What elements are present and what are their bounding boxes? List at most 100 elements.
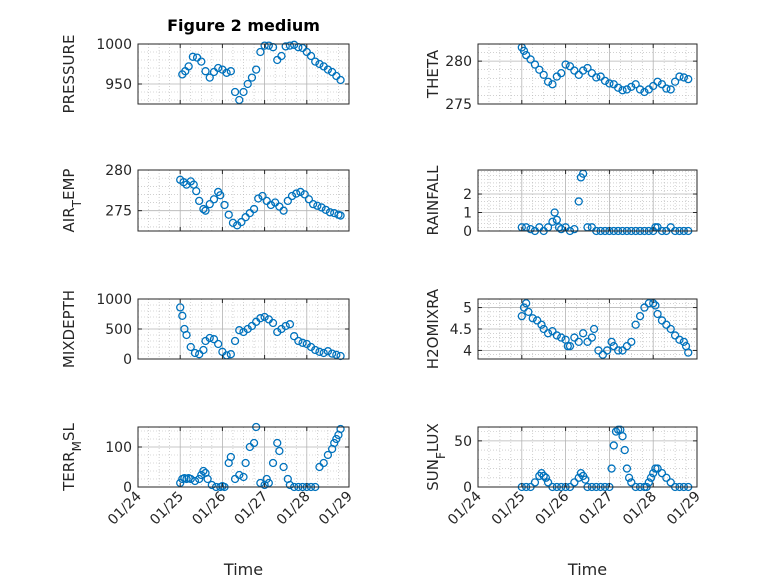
data-point	[627, 82, 636, 92]
x-axis-label: Time	[567, 560, 607, 579]
axes-box	[137, 43, 350, 105]
data-point	[195, 474, 204, 484]
data-point	[296, 187, 305, 197]
data-point	[285, 480, 295, 490]
y-tick-label: 0	[123, 352, 132, 368]
data-point	[670, 77, 680, 86]
data-point	[315, 59, 324, 69]
data-point	[292, 189, 301, 198]
data-point	[653, 77, 662, 86]
data-point	[666, 85, 675, 94]
data-point	[631, 80, 640, 89]
data-point	[532, 316, 542, 325]
y-tick-label: 275	[445, 97, 472, 113]
data-point	[578, 329, 588, 338]
y-axis-label: THETA	[424, 49, 442, 99]
data-point	[541, 473, 551, 482]
data-point	[653, 464, 662, 473]
data-point	[651, 301, 660, 310]
data-point	[519, 303, 529, 312]
x-axis-label: Time	[223, 560, 263, 579]
x-tick-label: 01/25	[147, 489, 187, 529]
x-tick-label: 01/25	[489, 489, 529, 529]
data-point	[570, 478, 579, 487]
y-tick-label: 4.5	[450, 322, 472, 338]
y-axis-label: TERRMSL	[60, 422, 84, 491]
data-point	[609, 341, 618, 351]
data-point	[313, 201, 322, 210]
data-point	[241, 458, 250, 468]
data-point	[557, 333, 566, 342]
data-point	[614, 346, 623, 355]
data-point	[666, 478, 675, 487]
data-point	[524, 307, 533, 317]
data-point	[600, 76, 610, 86]
y-tick-label: 280	[105, 163, 132, 179]
data-point	[635, 85, 645, 94]
data-point	[188, 52, 198, 61]
x-tick-label: 01/27	[232, 489, 272, 529]
y-tick-label: 500	[105, 322, 132, 338]
data-point	[323, 450, 333, 460]
data-point	[653, 309, 662, 319]
data-point	[640, 303, 649, 312]
data-point	[607, 464, 616, 473]
data-point	[311, 57, 320, 66]
data-point	[230, 336, 240, 346]
data-point	[311, 345, 320, 355]
data-point	[184, 62, 193, 71]
data-point	[205, 73, 214, 82]
data-point	[224, 210, 233, 219]
data-point	[537, 320, 546, 329]
data-point	[304, 195, 314, 204]
axes-box	[477, 169, 698, 232]
data-point	[182, 330, 191, 340]
data-point	[273, 438, 282, 448]
data-point	[336, 75, 345, 85]
data-point	[618, 432, 627, 441]
y-axis-label: H2OMIXRA	[424, 288, 442, 369]
data-point	[583, 337, 592, 347]
data-point	[596, 72, 605, 81]
data-point	[285, 41, 295, 50]
data-point	[548, 326, 557, 336]
data-point	[235, 470, 244, 480]
data-point	[640, 87, 649, 97]
y-tick-label: 1000	[96, 37, 132, 53]
data-point	[289, 40, 299, 49]
y-tick-label: 0	[463, 480, 472, 496]
data-point	[201, 67, 210, 76]
data-point	[535, 65, 544, 74]
data-point	[607, 337, 616, 347]
data-point	[214, 63, 223, 73]
data-point	[611, 427, 621, 436]
data-point	[247, 73, 257, 82]
data-point	[249, 438, 259, 448]
data-point	[565, 341, 575, 351]
y-tick-label: 0	[463, 224, 472, 240]
data-point	[323, 65, 333, 74]
data-point	[657, 316, 667, 325]
data-point	[557, 68, 566, 78]
data-point	[230, 87, 240, 97]
data-point	[627, 337, 636, 347]
data-point	[222, 68, 231, 77]
data-point	[570, 66, 579, 75]
data-point	[252, 65, 261, 74]
data-point	[308, 200, 318, 209]
data-point	[199, 466, 208, 476]
y-axis-label: RAINFALL	[424, 165, 442, 236]
data-point	[268, 458, 278, 468]
y-tick-label: 50	[454, 434, 472, 450]
x-tick-label: 01/28	[620, 489, 660, 529]
data-point	[195, 196, 204, 206]
data-point	[190, 476, 200, 486]
axes-box	[137, 169, 350, 232]
data-point	[283, 196, 292, 206]
data-point	[214, 339, 223, 349]
data-point	[552, 331, 561, 340]
data-point	[260, 41, 269, 50]
data-point	[548, 217, 557, 226]
data-point	[526, 55, 535, 64]
